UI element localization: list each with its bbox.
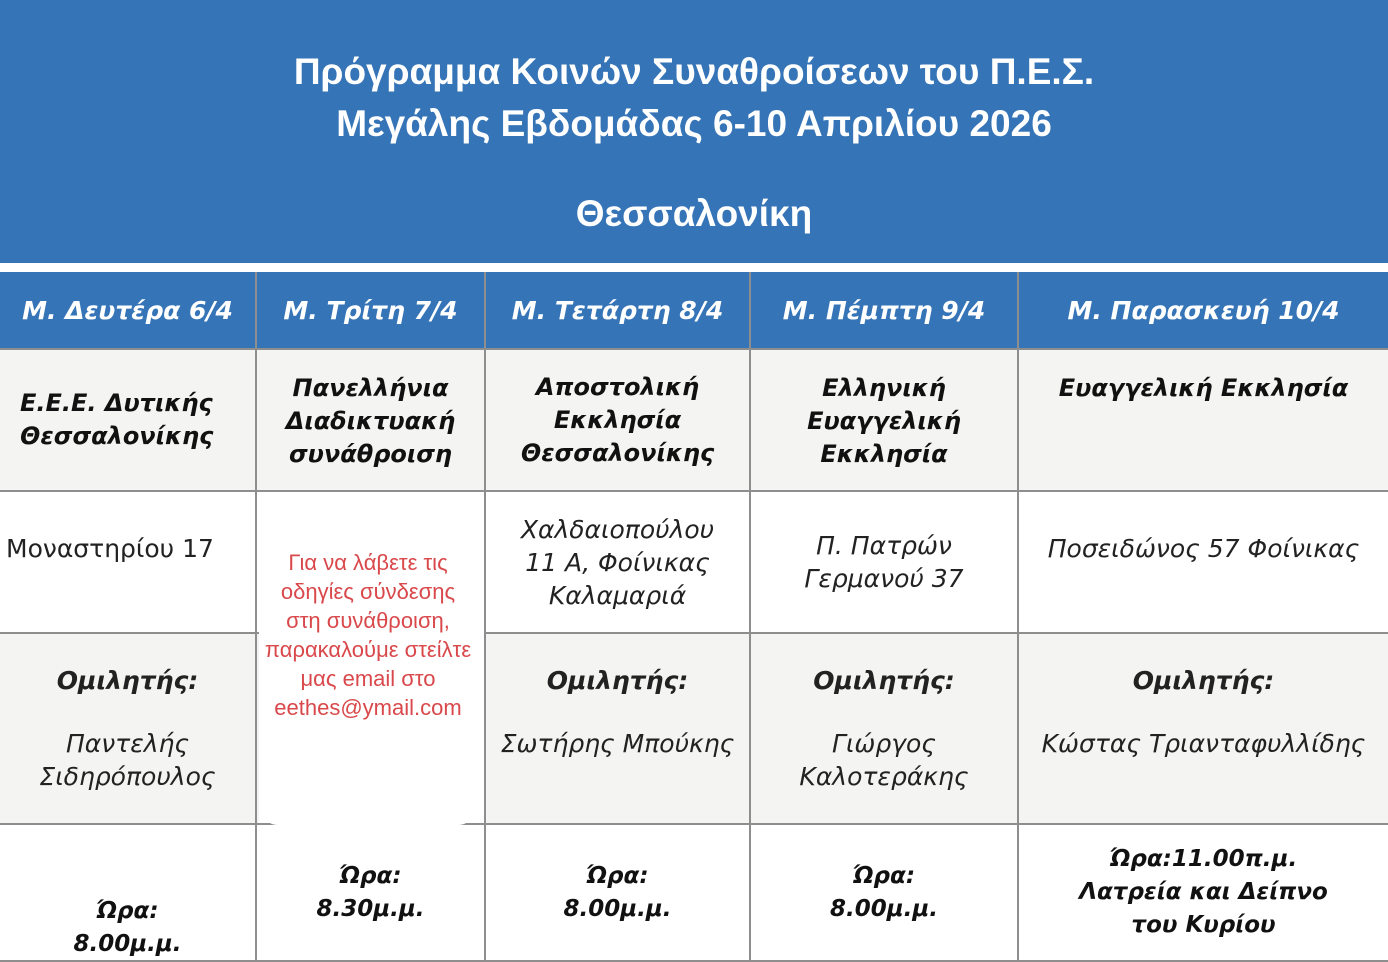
speaker-name: Παντελής Σιδηρόπουλος: [39, 729, 216, 791]
day-header: Μ. Παρασκευή 10/4: [1019, 272, 1388, 350]
day-header-label: Μ. Παρασκευή 10/4: [1067, 295, 1340, 325]
speaker-label: Ομιλητής:: [56, 666, 199, 695]
address-cell: Ποσειδώνος 57 Φοίνικας: [1019, 492, 1388, 634]
church-name-text: Αποστολική Εκκλησία Θεσσαλονίκης: [520, 372, 715, 467]
church-name-text: Ελληνική Ευαγγελική Εκκλησία: [807, 374, 961, 468]
address-text: Ποσειδώνος 57 Φοίνικας: [1047, 534, 1360, 563]
address-cell: Χαλδαιοπούλου 11 Α, Φοίνικας Καλαμαριά: [486, 492, 751, 634]
speaker-label: Ομιλητής:: [546, 666, 689, 695]
church-name: Ευαγγελική Εκκλησία: [1019, 350, 1388, 492]
speaker-name: Κώστας Τριανταφυλλίδης: [1041, 729, 1366, 758]
time-text: Ώρα: 8.00μ.μ.: [73, 898, 182, 957]
title-banner: Πρόγραμμα Κοινών Συναθροίσεων του Π.Ε.Σ.…: [0, 0, 1388, 263]
church-name: Ελληνική Ευαγγελική Εκκλησία: [751, 350, 1019, 492]
speaker-label: Ομιλητής:: [1132, 666, 1275, 695]
time-cell: Ώρα: 8.00μ.μ.: [0, 825, 257, 962]
time-cell: Ώρα: 8.00μ.μ.: [751, 825, 1019, 962]
address-text: Μοναστηρίου 17: [6, 534, 214, 563]
church-name-text: Πανελλήνια Διαδικτυακή συνάθροιση: [285, 374, 456, 468]
speaker-name: Γιώργος Καλοτεράκης: [799, 729, 969, 791]
day-header: Μ. Πέμπτη 9/4: [751, 272, 1019, 350]
time-text: Ώρα: 8.00μ.μ.: [563, 862, 672, 922]
title-line-1: Πρόγραμμα Κοινών Συναθροίσεων του Π.Ε.Σ.: [293, 51, 1095, 92]
time-text: Ώρα: 8.00μ.μ.: [829, 862, 939, 922]
church-name: Αποστολική Εκκλησία Θεσσαλονίκης: [486, 350, 751, 492]
online-instructions-note: Για να λάβετε τις οδηγίες σύνδεσης στη σ…: [263, 540, 473, 825]
church-name: Πανελλήνια Διαδικτυακή συνάθροιση: [257, 350, 486, 492]
speaker-cell: Ομιλητής: Παντελής Σιδηρόπουλος: [0, 634, 257, 825]
address-text: Χαλδαιοπούλου 11 Α, Φοίνικας Καλαμαριά: [520, 514, 715, 610]
church-name-text: Ε.Ε.Ε. Δυτικής Θεσσαλονίκης: [20, 389, 214, 450]
time-text: Ώρα:11.00π.μ. Λατρεία και Δείπνο του Κυρ…: [1079, 846, 1328, 938]
speaker-cell: Ομιλητής: Σωτήρης Μπούκης: [486, 634, 751, 825]
speaker-label: Ομιλητής:: [813, 666, 955, 695]
day-header: Μ. Τετάρτη 8/4: [486, 272, 751, 350]
time-cell: Ώρα: 8.30μ.μ.: [257, 825, 486, 962]
day-header-label: Μ. Πέμπτη 9/4: [782, 295, 986, 325]
day-header-label: Μ. Τρίτη 7/4: [283, 295, 458, 325]
time-cell: Ώρα: 8.00μ.μ.: [486, 825, 751, 962]
day-header-label: Μ. Τετάρτη 8/4: [511, 295, 724, 325]
city-title: Θεσσαλονίκη: [575, 193, 813, 234]
address-text: Π. Πατρών Γερμανού 37: [804, 531, 964, 593]
time-cell: Ώρα:11.00π.μ. Λατρεία και Δείπνο του Κυρ…: [1019, 825, 1388, 962]
address-cell: Π. Πατρών Γερμανού 37: [751, 492, 1019, 634]
speaker-cell: Ομιλητής: Γιώργος Καλοτεράκης: [751, 634, 1019, 825]
day-header: Μ. Τρίτη 7/4: [257, 272, 486, 350]
address-cell: Μοναστηρίου 17: [0, 492, 257, 634]
speaker-cell: Ομιλητής: Κώστας Τριανταφυλλίδης: [1019, 634, 1388, 825]
church-name: Ε.Ε.Ε. Δυτικής Θεσσαλονίκης: [0, 350, 257, 492]
time-text: Ώρα: 8.30μ.μ.: [316, 862, 425, 922]
title-line-2: Μεγάλης Εβδομάδας 6-10 Απριλίου 2026: [336, 103, 1052, 144]
church-name-text: Ευαγγελική Εκκλησία: [1058, 374, 1349, 402]
day-header: Μ. Δευτέρα 6/4: [0, 272, 257, 350]
day-header-label: Μ. Δευτέρα 6/4: [22, 295, 233, 325]
title-lines: Πρόγραμμα Κοινών Συναθροίσεων του Π.Ε.Σ.…: [0, 46, 1388, 150]
speaker-name: Σωτήρης Μπούκης: [500, 729, 735, 758]
